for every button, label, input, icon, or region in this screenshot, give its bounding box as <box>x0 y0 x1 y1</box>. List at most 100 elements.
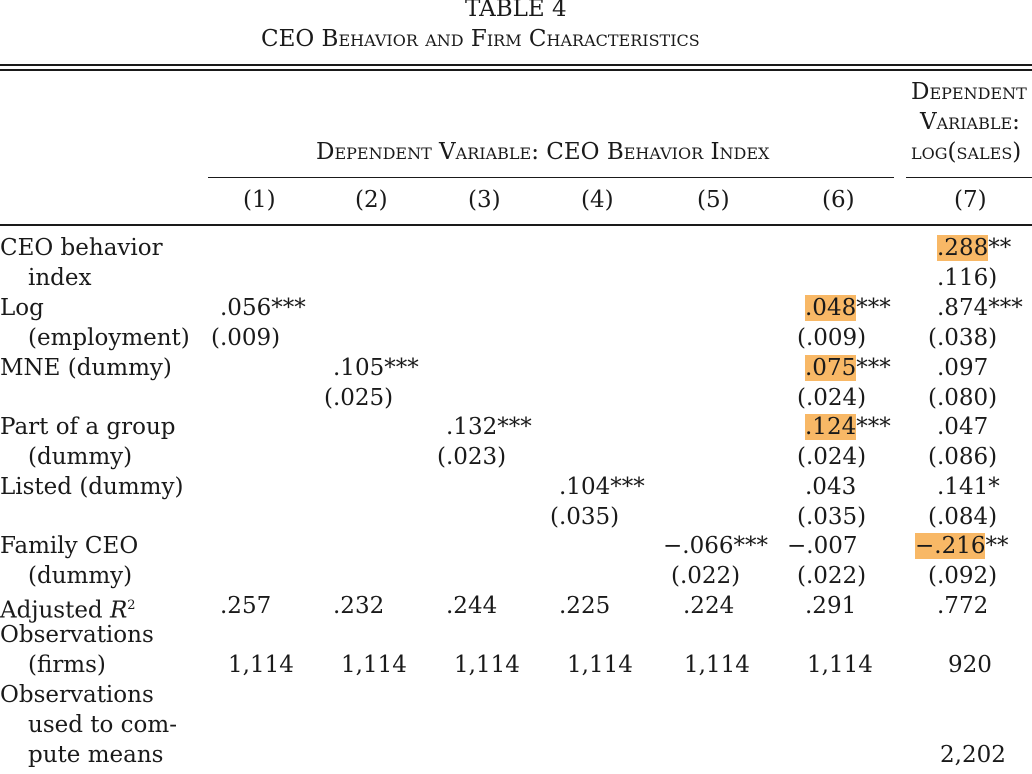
row-label-group-1: Part of a group <box>0 414 176 440</box>
cell-se: (.038) <box>928 325 998 351</box>
row-label-log-employment-2: (employment) <box>28 325 190 351</box>
row-label-obs-firms-2: (firms) <box>28 652 106 678</box>
cell-se: (.086) <box>928 444 998 470</box>
table-label: TABLE 4 <box>465 0 567 22</box>
r2-value-7: .772 <box>937 593 989 619</box>
coef-value: .124 <box>805 414 857 440</box>
row-label-obs-firms-1: Observations <box>0 622 154 648</box>
group-header-behavior-index: Dependent Variable: CEO Behavior Index <box>316 139 770 165</box>
top-rule-2 <box>0 69 1032 71</box>
stars: *** <box>384 355 419 381</box>
stars: *** <box>856 414 891 440</box>
coef-value: .097 <box>937 355 989 381</box>
cell-se: (.035) <box>550 504 620 530</box>
coef-value: .048 <box>805 295 857 321</box>
row-label-log-employment-1: Log <box>0 295 44 321</box>
row-label-adjusted-r2: Adjusted R2 <box>0 591 136 626</box>
cell-se: (.022) <box>797 563 867 589</box>
stars: *** <box>988 295 1023 321</box>
col-number-7: (7) <box>954 187 987 213</box>
cell-se: (.024) <box>797 385 867 411</box>
cell-se: (.084) <box>928 504 998 530</box>
stars: ** <box>985 533 1009 559</box>
coef-value: −.216 <box>915 533 986 559</box>
row-label-group-2: (dummy) <box>28 444 133 470</box>
cell-se: (.035) <box>797 504 867 530</box>
stars: *** <box>856 295 891 321</box>
cell-se: (.023) <box>437 444 507 470</box>
cell-coef: .056*** <box>220 293 306 323</box>
coef-value: −.007 <box>787 533 858 559</box>
col-number-6: (6) <box>822 187 855 213</box>
col-number-1: (1) <box>243 187 276 213</box>
coef-value: .874 <box>937 295 989 321</box>
cell-se: (.024) <box>797 444 867 470</box>
stars: *** <box>856 355 891 381</box>
cell-coef: .874*** <box>937 293 1023 323</box>
group-header-sales-line-3: log(sales) <box>911 139 1022 165</box>
obs-firms-value-5: 1,114 <box>684 652 750 678</box>
stars: *** <box>271 295 306 321</box>
stars: ** <box>988 235 1012 261</box>
coef-value: .132 <box>446 414 498 440</box>
spanner-rule-1-6 <box>208 177 894 178</box>
row-label-ceo-behavior-2: index <box>28 265 92 291</box>
cell-coef: .075*** <box>805 353 891 383</box>
stars: *** <box>610 474 645 500</box>
row-label-family-ceo-1: Family CEO <box>0 533 139 559</box>
r-symbol: R <box>109 597 128 624</box>
cell-coef: .047 <box>937 412 988 442</box>
col-number-3: (3) <box>468 187 501 213</box>
obs-firms-value-4: 1,114 <box>567 652 633 678</box>
r2-value-1: .257 <box>220 593 272 619</box>
cell-coef: .048*** <box>805 293 891 323</box>
coef-value: −.066 <box>663 533 734 559</box>
cell-coef: .104*** <box>559 472 645 502</box>
row-label-mne: MNE (dummy) <box>0 355 172 381</box>
cell-coef: .132*** <box>446 412 532 442</box>
row-label-listed: Listed (dummy) <box>0 474 184 500</box>
cell-se: (.092) <box>928 563 998 589</box>
obs-firms-value-7: 920 <box>948 652 992 678</box>
header-bottom-rule <box>0 224 1032 226</box>
row-label-obs-means-2: used to com- <box>28 712 177 738</box>
coef-value: .047 <box>937 414 989 440</box>
top-rule-1 <box>0 64 1032 66</box>
stars: *** <box>497 414 532 440</box>
cell-coef: .141* <box>937 472 1000 502</box>
stars: * <box>988 474 1000 500</box>
cell-coef: .105*** <box>333 353 419 383</box>
r2-value-2: .232 <box>333 593 385 619</box>
table-title: CEO Behavior and Firm Characteristics <box>261 26 700 52</box>
col-number-2: (2) <box>355 187 388 213</box>
col-number-4: (4) <box>581 187 614 213</box>
r2-value-3: .244 <box>446 593 498 619</box>
obs-firms-value-6: 1,114 <box>807 652 873 678</box>
cell-coef: .097 <box>937 353 988 383</box>
cell-se: (.009) <box>211 325 281 351</box>
coef-value: .043 <box>805 474 857 500</box>
row-label-ceo-behavior-1: CEO behavior <box>0 235 163 261</box>
row-label-family-ceo-2: (dummy) <box>28 563 133 589</box>
group-header-sales-line-1: Dependent <box>911 79 1027 105</box>
adjusted-label-text: Adjusted <box>0 597 110 624</box>
stars: *** <box>733 533 768 559</box>
cell-se: (.022) <box>671 563 741 589</box>
r2-value-6: .291 <box>805 593 857 619</box>
spanner-rule-7 <box>906 177 1032 178</box>
obs-firms-value-2: 1,114 <box>341 652 407 678</box>
cell-se: (.025) <box>324 385 394 411</box>
r2-value-4: .225 <box>559 593 611 619</box>
cell-coef: −.066*** <box>663 531 768 561</box>
cell-coef: .124*** <box>805 412 891 442</box>
cell-se: (.009) <box>797 325 867 351</box>
coef-value: .056 <box>220 295 272 321</box>
row-label-obs-means-1: Observations <box>0 682 154 708</box>
r-superscript: 2 <box>127 598 136 613</box>
coef-value: .105 <box>333 355 385 381</box>
coef-value: .141 <box>937 474 989 500</box>
cell-coef: −.216** <box>915 531 1008 561</box>
col-number-5: (5) <box>697 187 730 213</box>
group-header-sales-line-2: Variable: <box>920 109 1020 135</box>
coef-value: .104 <box>559 474 611 500</box>
